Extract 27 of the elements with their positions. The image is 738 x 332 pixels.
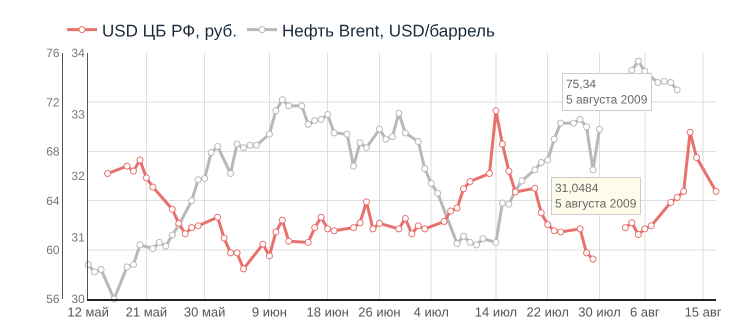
- x-tick-label: 30 май: [184, 304, 226, 320]
- y2-tick-label: 32: [71, 169, 86, 184]
- x-tick-label: 12 май: [67, 304, 109, 320]
- y-tick-label: 64: [46, 194, 60, 208]
- x-tick-label: 22 июл: [526, 304, 569, 320]
- x-tick-label: 18 июн: [306, 304, 349, 320]
- annotation: 31,0484 5 августа 2009: [555, 181, 637, 211]
- x-tick-label: 30 июл: [578, 304, 621, 320]
- x-tick-label: 15 авг: [684, 304, 722, 320]
- y-tick-label: 68: [46, 144, 60, 159]
- y-tick-label: 60: [46, 243, 60, 257]
- x-tick-label: 14 июл: [474, 304, 518, 320]
- legend-label: Нефть Brent, USD/баррель: [282, 21, 495, 40]
- y2-tick-label: 30: [71, 292, 86, 306]
- x-tick-label: 4 июл: [414, 304, 449, 320]
- y2-tick-label: 34: [71, 46, 86, 60]
- x-tick-label: 9 июн: [252, 304, 287, 320]
- y2-tick-label: 33: [71, 108, 86, 122]
- x-tick-label: 21 май: [126, 304, 168, 320]
- annotation: 75,34 5 августа 2009: [566, 77, 648, 107]
- y-tick-label: 72: [46, 95, 60, 110]
- y-tick-label: 56: [46, 292, 60, 306]
- x-tick-label: 26 июн: [358, 304, 401, 320]
- y2-tick-label: 31: [71, 230, 86, 245]
- x-tick-label: 6 авг: [630, 304, 660, 320]
- y-tick-label: 76: [46, 46, 60, 60]
- legend-label: USD ЦБ РФ, руб.: [102, 21, 238, 40]
